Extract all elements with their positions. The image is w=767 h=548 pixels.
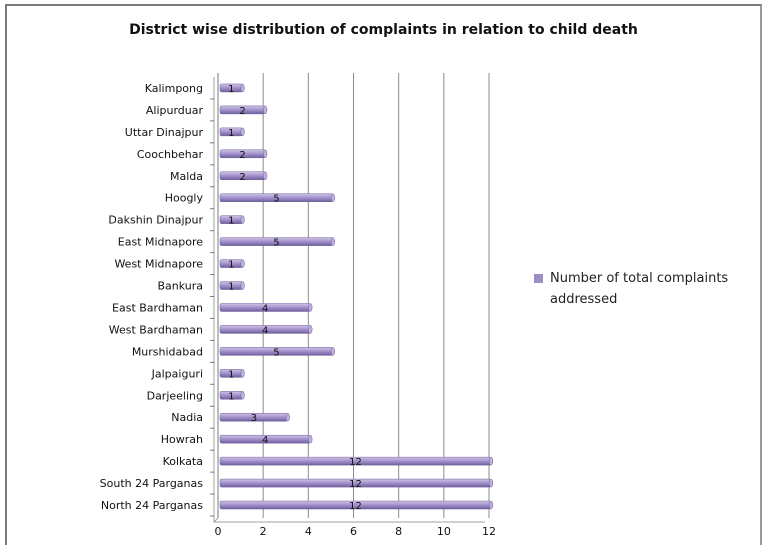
bar-cap	[240, 281, 245, 290]
x-tick-label: 0	[215, 525, 222, 538]
bar-cap	[330, 347, 335, 356]
bar-cap	[240, 215, 245, 224]
category-label: East Bardhaman	[112, 301, 203, 314]
bar-cap	[330, 193, 335, 202]
x-tick-label: 12	[482, 525, 496, 538]
data-label: 5	[273, 347, 279, 358]
bar-cap	[488, 478, 494, 488]
bar-cap	[308, 303, 313, 312]
legend-swatch	[534, 274, 543, 283]
x-tick-label: 6	[350, 525, 357, 538]
data-label: 1	[228, 216, 234, 227]
category-label: Dakshin Dinajpur	[108, 214, 203, 227]
bar-cap	[240, 127, 245, 137]
bar-cap	[308, 434, 313, 444]
chart-frame	[5, 4, 762, 545]
bar-cap	[488, 456, 494, 466]
category-label: Nadia	[171, 411, 203, 424]
data-label: 2	[239, 106, 245, 117]
bar-cap	[308, 325, 313, 334]
category-label: West Midnapore	[114, 258, 203, 271]
data-label: 12	[349, 479, 362, 490]
x-tick-label: 2	[260, 525, 267, 538]
bar-cap	[240, 83, 245, 93]
data-label: 4	[262, 325, 268, 336]
bar-cap	[330, 237, 335, 246]
category-label: South 24 Parganas	[100, 477, 204, 490]
bar-cap	[263, 171, 268, 181]
data-label: 4	[262, 303, 268, 314]
data-label: 1	[228, 260, 234, 271]
category-label: Kalimpong	[145, 82, 203, 95]
category-label: Hoogly	[165, 192, 204, 205]
data-label: 1	[228, 391, 234, 402]
data-label: 12	[349, 501, 362, 512]
category-label: Jalpaiguri	[151, 367, 203, 380]
category-label: Darjeeling	[147, 389, 203, 402]
x-tick-label: 10	[437, 525, 451, 538]
category-label: Kolkata	[163, 455, 203, 468]
category-label: Uttar Dinajpur	[125, 126, 204, 139]
bar-cap	[488, 500, 494, 510]
data-label: 1	[228, 282, 234, 293]
bar-cap	[285, 412, 290, 422]
legend-label: Number of total complaints addressed	[550, 271, 729, 307]
data-label: 1	[228, 369, 234, 380]
bar-cap	[263, 149, 268, 159]
data-label: 2	[239, 150, 245, 161]
category-label: Murshidabad	[132, 345, 203, 358]
legend: Number of total complaints addressed	[534, 268, 754, 310]
data-label: 4	[262, 435, 268, 446]
category-label: West Bardhaman	[109, 323, 203, 336]
data-label: 2	[239, 172, 245, 183]
x-tick-label: 8	[395, 525, 402, 538]
category-label: Alipurduar	[146, 104, 204, 117]
bar-cap	[240, 391, 245, 400]
data-label: 1	[228, 128, 234, 139]
category-label: Coochbehar	[137, 148, 204, 161]
category-label: East Midnapore	[118, 236, 203, 249]
data-label: 5	[273, 238, 279, 249]
category-label: North 24 Parganas	[101, 499, 203, 512]
bar-cap	[263, 105, 268, 115]
x-tick-label: 4	[305, 525, 312, 538]
category-label: Malda	[170, 170, 203, 183]
bar-cap	[240, 369, 245, 378]
category-label: Bankura	[157, 280, 203, 293]
chart-title: District wise distribution of complaints…	[129, 22, 638, 38]
data-label: 3	[251, 413, 257, 424]
data-label: 5	[273, 194, 279, 205]
axis-corner	[213, 517, 219, 523]
category-label: Howrah	[161, 433, 203, 446]
bar-cap	[240, 259, 245, 268]
data-label: 12	[349, 457, 362, 468]
data-label: 1	[228, 84, 234, 95]
